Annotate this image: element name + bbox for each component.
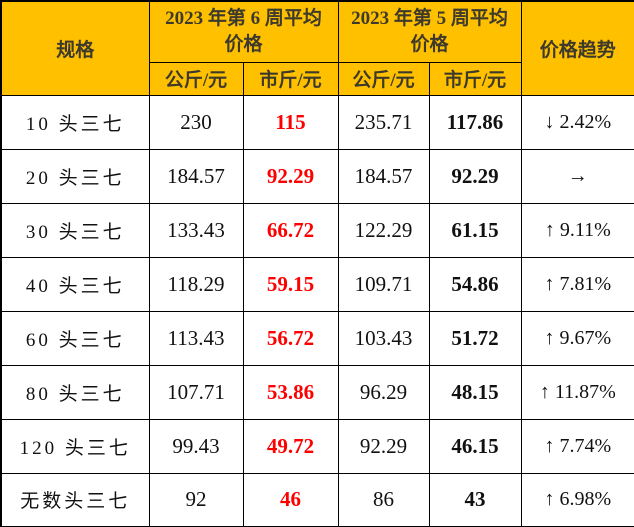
spec-cell: 60 头三七	[0, 310, 150, 366]
table-row: 60 头三七 113.43 56.72 103.43 51.72 ↑ 9.67%	[0, 310, 634, 366]
header-spec: 规格	[0, 0, 150, 96]
week6-kg-cell: 99.43	[148, 418, 244, 474]
week5-jin-cell: 51.72	[428, 310, 522, 366]
table-row: 80 头三七 107.71 53.86 96.29 48.15 ↑ 11.87%	[0, 364, 634, 420]
trend-cell: ↑ 9.67%	[520, 310, 634, 366]
week6-kg-cell: 107.71	[148, 364, 244, 420]
header-week5-line2: 价格	[410, 33, 449, 55]
week6-jin-cell: 53.86	[242, 364, 339, 420]
week6-jin-cell: 59.15	[242, 256, 339, 312]
subheader-week6-kg: 公斤/元	[148, 61, 244, 96]
spec-cell: 无数头三七	[0, 472, 150, 527]
table-header: 规格 2023 年第 6 周平均 价格 2023 年第 5 周平均 价格 价格趋…	[0, 0, 634, 96]
week5-kg-cell: 92.29	[337, 418, 430, 474]
spec-cell: 10 头三七	[0, 94, 150, 150]
table-row: 10 头三七 230 115 235.71 117.86 ↓ 2.42%	[0, 94, 634, 150]
week6-jin-cell: 66.72	[242, 202, 339, 258]
week6-jin-cell: 56.72	[242, 310, 339, 366]
week6-kg-cell: 118.29	[148, 256, 244, 312]
week5-jin-cell: 92.29	[428, 148, 522, 204]
week5-kg-cell: 103.43	[337, 310, 430, 366]
table-row: 30 头三七 133.43 66.72 122.29 61.15 ↑ 9.11%	[0, 202, 634, 258]
spec-cell: 40 头三七	[0, 256, 150, 312]
trend-cell: ↑ 9.11%	[520, 202, 634, 258]
week5-kg-cell: 235.71	[337, 94, 430, 150]
week5-jin-cell: 48.15	[428, 364, 522, 420]
trend-cell: ↑ 7.74%	[520, 418, 634, 474]
trend-cell: ↓ 2.42%	[520, 94, 634, 150]
trend-cell: ↑ 11.87%	[520, 364, 634, 420]
week5-kg-cell: 86	[337, 472, 430, 527]
week5-jin-cell: 61.15	[428, 202, 522, 258]
spec-cell: 30 头三七	[0, 202, 150, 258]
week6-kg-cell: 230	[148, 94, 244, 150]
header-week6-group: 2023 年第 6 周平均 价格	[148, 0, 339, 63]
week5-jin-cell: 117.86	[428, 94, 522, 150]
week5-kg-cell: 109.71	[337, 256, 430, 312]
week6-jin-cell: 92.29	[242, 148, 339, 204]
week5-jin-cell: 54.86	[428, 256, 522, 312]
week5-kg-cell: 122.29	[337, 202, 430, 258]
week6-jin-cell: 115	[242, 94, 339, 150]
week5-jin-cell: 43	[428, 472, 522, 527]
week6-jin-cell: 46	[242, 472, 339, 527]
week6-kg-cell: 184.57	[148, 148, 244, 204]
table-body: 10 头三七 230 115 235.71 117.86 ↓ 2.42% 20 …	[0, 94, 634, 527]
week5-jin-cell: 46.15	[428, 418, 522, 474]
header-trend: 价格趋势	[520, 0, 634, 96]
week5-kg-cell: 184.57	[337, 148, 430, 204]
week5-kg-cell: 96.29	[337, 364, 430, 420]
subheader-week5-jin: 市斤/元	[428, 61, 522, 96]
trend-cell: →	[520, 148, 634, 204]
header-week5-line1: 2023 年第 5 周平均	[351, 8, 508, 30]
week6-kg-cell: 133.43	[148, 202, 244, 258]
table-row: 120 头三七 99.43 49.72 92.29 46.15 ↑ 7.74%	[0, 418, 634, 474]
header-week6-line2: 价格	[224, 33, 263, 55]
table-row: 20 头三七 184.57 92.29 184.57 92.29 →	[0, 148, 634, 204]
trend-cell: ↑ 7.81%	[520, 256, 634, 312]
table-row: 无数头三七 92 46 86 43 ↑ 6.98%	[0, 472, 634, 527]
trend-cell: ↑ 6.98%	[520, 472, 634, 527]
spec-cell: 120 头三七	[0, 418, 150, 474]
table-row: 40 头三七 118.29 59.15 109.71 54.86 ↑ 7.81%	[0, 256, 634, 312]
spec-cell: 20 头三七	[0, 148, 150, 204]
week6-jin-cell: 49.72	[242, 418, 339, 474]
header-week5-group: 2023 年第 5 周平均 价格	[337, 0, 522, 63]
week6-kg-cell: 92	[148, 472, 244, 527]
header-week6-line1: 2023 年第 6 周平均	[165, 8, 322, 30]
week6-kg-cell: 113.43	[148, 310, 244, 366]
spec-cell: 80 头三七	[0, 364, 150, 420]
subheader-week5-kg: 公斤/元	[337, 61, 430, 96]
subheader-week6-jin: 市斤/元	[242, 61, 339, 96]
